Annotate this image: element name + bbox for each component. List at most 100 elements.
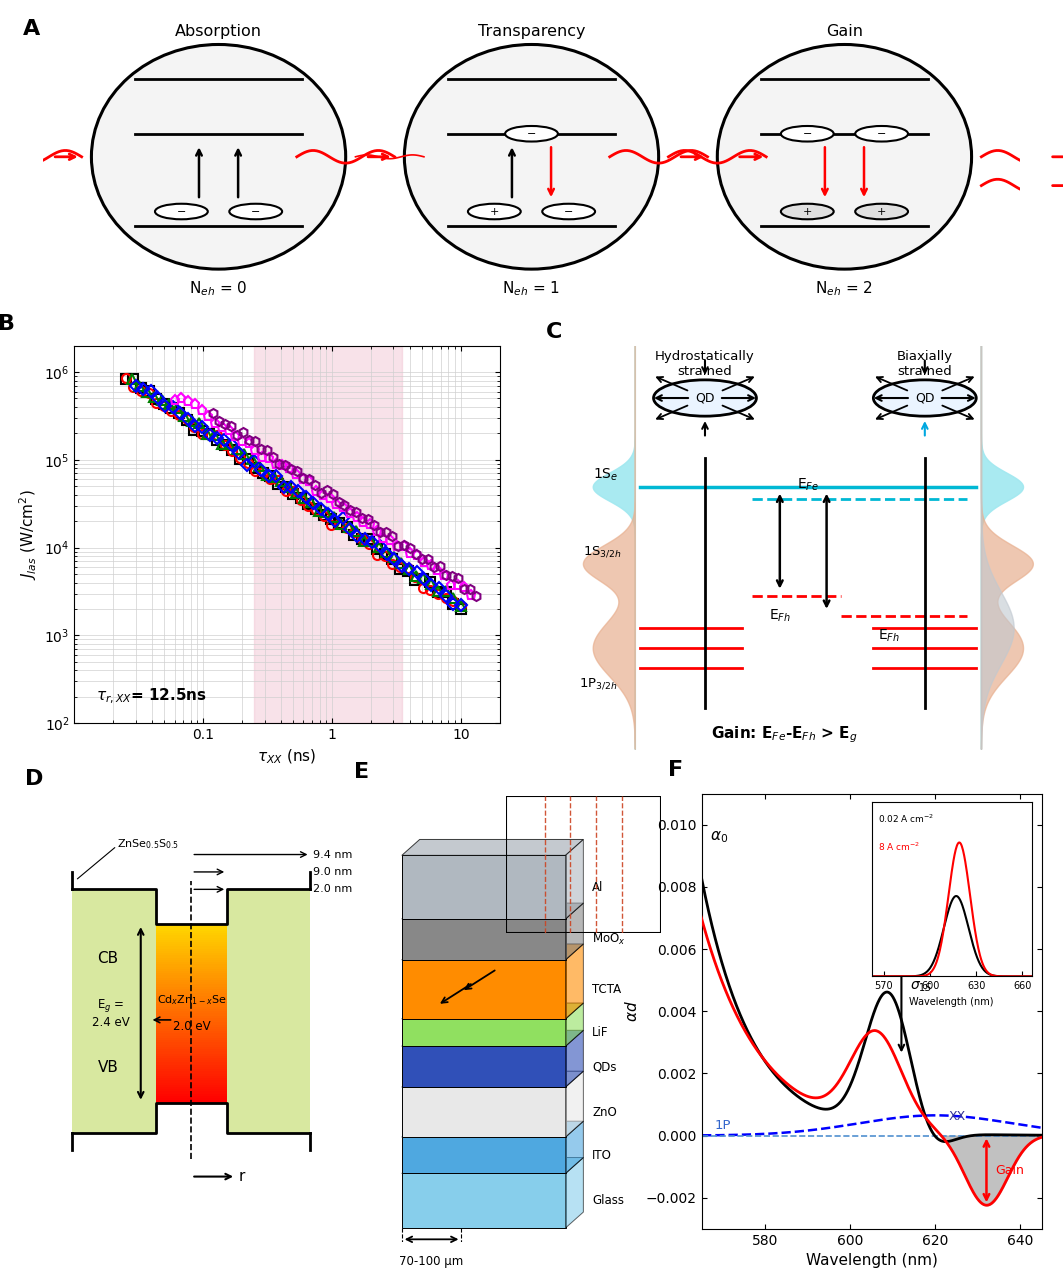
Polygon shape — [566, 943, 584, 1019]
Polygon shape — [402, 919, 566, 960]
Polygon shape — [402, 960, 566, 1019]
Circle shape — [781, 204, 833, 219]
Text: E$_{Fh}$: E$_{Fh}$ — [878, 628, 900, 644]
Text: E$_g$ =
2.4 eV: E$_g$ = 2.4 eV — [92, 997, 130, 1029]
Text: −: − — [176, 206, 186, 216]
Text: N$_{eh}$ = 2: N$_{eh}$ = 2 — [815, 279, 874, 298]
Ellipse shape — [654, 380, 757, 416]
Circle shape — [505, 125, 558, 142]
FancyBboxPatch shape — [155, 1078, 227, 1080]
FancyBboxPatch shape — [155, 997, 227, 1000]
Polygon shape — [402, 1087, 566, 1137]
FancyBboxPatch shape — [155, 1024, 227, 1027]
Text: Gain: Gain — [826, 24, 863, 40]
FancyBboxPatch shape — [155, 1033, 227, 1036]
Circle shape — [781, 125, 833, 142]
FancyBboxPatch shape — [155, 1021, 227, 1024]
Polygon shape — [402, 1030, 584, 1046]
Polygon shape — [566, 1004, 584, 1046]
Polygon shape — [402, 1004, 584, 1019]
FancyBboxPatch shape — [155, 1036, 227, 1038]
FancyBboxPatch shape — [227, 890, 310, 1133]
Text: r: r — [239, 1169, 246, 1184]
Text: MoO$_x$: MoO$_x$ — [592, 932, 626, 947]
FancyBboxPatch shape — [155, 951, 227, 954]
Polygon shape — [566, 1157, 584, 1228]
FancyBboxPatch shape — [155, 1027, 227, 1029]
Polygon shape — [402, 943, 584, 960]
FancyBboxPatch shape — [155, 1069, 227, 1071]
Text: 2.0 nm: 2.0 nm — [314, 884, 353, 895]
Text: Gain: Gain — [995, 1164, 1024, 1176]
Text: −: − — [527, 129, 536, 138]
Text: +: + — [490, 206, 499, 216]
FancyBboxPatch shape — [155, 1039, 227, 1042]
FancyBboxPatch shape — [155, 1055, 227, 1059]
FancyBboxPatch shape — [155, 1038, 227, 1041]
FancyBboxPatch shape — [155, 1011, 227, 1014]
FancyBboxPatch shape — [155, 1029, 227, 1032]
Text: +: + — [803, 206, 812, 216]
Text: CB: CB — [98, 951, 119, 966]
Text: −: − — [251, 206, 260, 216]
Polygon shape — [402, 1019, 566, 1046]
FancyBboxPatch shape — [155, 1012, 227, 1015]
FancyBboxPatch shape — [155, 1002, 227, 1005]
FancyBboxPatch shape — [155, 1073, 227, 1075]
Text: $\alpha_0$: $\alpha_0$ — [710, 829, 728, 845]
FancyBboxPatch shape — [155, 995, 227, 998]
Polygon shape — [402, 1121, 584, 1137]
Text: 1S$_e$: 1S$_e$ — [593, 466, 618, 483]
Text: 1P$_{3/2h}$: 1P$_{3/2h}$ — [578, 676, 617, 691]
Circle shape — [542, 204, 595, 219]
Polygon shape — [566, 1030, 584, 1087]
Text: VB: VB — [98, 1060, 118, 1075]
FancyBboxPatch shape — [155, 937, 227, 940]
Polygon shape — [566, 904, 584, 960]
FancyBboxPatch shape — [155, 1082, 227, 1084]
FancyBboxPatch shape — [155, 1062, 227, 1065]
Polygon shape — [566, 840, 584, 919]
Text: 1S$_{3/2h}$: 1S$_{3/2h}$ — [584, 544, 622, 559]
FancyBboxPatch shape — [155, 1071, 227, 1074]
FancyBboxPatch shape — [155, 1042, 227, 1044]
FancyBboxPatch shape — [155, 1096, 227, 1098]
Polygon shape — [402, 1137, 566, 1174]
Text: N$_{eh}$ = 0: N$_{eh}$ = 0 — [189, 279, 248, 298]
Polygon shape — [402, 904, 584, 919]
FancyBboxPatch shape — [155, 1098, 227, 1101]
Bar — [254, 346, 402, 723]
FancyBboxPatch shape — [155, 955, 227, 957]
FancyBboxPatch shape — [155, 979, 227, 982]
FancyBboxPatch shape — [155, 1084, 227, 1087]
FancyBboxPatch shape — [155, 975, 227, 978]
FancyBboxPatch shape — [155, 1004, 227, 1006]
Polygon shape — [402, 1046, 566, 1087]
Text: Gain: E$_{Fe}$-E$_{Fh}$ > E$_g$: Gain: E$_{Fe}$-E$_{Fh}$ > E$_g$ — [711, 724, 858, 745]
FancyBboxPatch shape — [155, 964, 227, 966]
Text: −: − — [803, 129, 812, 138]
Text: XX: XX — [948, 1110, 965, 1123]
FancyBboxPatch shape — [155, 1046, 227, 1050]
Ellipse shape — [874, 380, 976, 416]
FancyBboxPatch shape — [155, 986, 227, 989]
X-axis label: Wavelength (nm): Wavelength (nm) — [806, 1253, 938, 1268]
FancyBboxPatch shape — [155, 1000, 227, 1002]
Y-axis label: $\alpha d$: $\alpha d$ — [624, 1000, 640, 1023]
X-axis label: $\tau_{XX}$ (ns): $\tau_{XX}$ (ns) — [257, 748, 317, 765]
Circle shape — [230, 204, 282, 219]
Text: $\tau_{r,XX}$= 12.5ns: $\tau_{r,XX}$= 12.5ns — [96, 687, 206, 707]
FancyBboxPatch shape — [155, 933, 227, 936]
Text: Biaxially
strained: Biaxially strained — [897, 349, 952, 378]
FancyBboxPatch shape — [155, 946, 227, 948]
FancyBboxPatch shape — [155, 931, 227, 933]
Text: C: C — [546, 321, 562, 342]
Polygon shape — [402, 840, 584, 855]
FancyBboxPatch shape — [155, 1009, 227, 1011]
Text: QD: QD — [695, 392, 714, 404]
Text: E$_{Fe}$: E$_{Fe}$ — [797, 476, 819, 493]
Text: −: − — [877, 129, 887, 138]
FancyBboxPatch shape — [155, 993, 227, 996]
Text: E$_{Fh}$: E$_{Fh}$ — [769, 608, 791, 625]
Text: 70-100 μm: 70-100 μm — [400, 1256, 463, 1268]
